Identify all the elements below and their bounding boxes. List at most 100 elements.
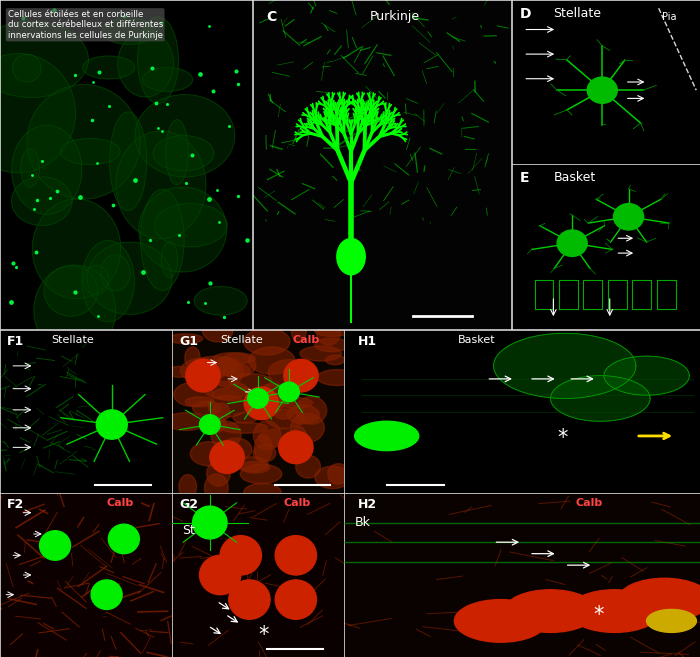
Circle shape (587, 77, 617, 103)
Polygon shape (206, 461, 230, 486)
Polygon shape (194, 286, 247, 315)
Circle shape (613, 204, 643, 230)
Text: St: St (182, 524, 195, 537)
Polygon shape (209, 357, 244, 386)
Polygon shape (60, 139, 120, 165)
Polygon shape (13, 55, 41, 82)
Text: *: * (558, 428, 568, 448)
Polygon shape (300, 346, 342, 361)
Polygon shape (138, 17, 178, 103)
Circle shape (210, 441, 244, 474)
Polygon shape (101, 255, 130, 291)
Circle shape (199, 415, 220, 434)
Text: G1: G1 (179, 335, 198, 348)
Polygon shape (244, 484, 281, 501)
Polygon shape (314, 325, 350, 336)
Circle shape (504, 590, 597, 633)
Polygon shape (315, 466, 351, 489)
Polygon shape (255, 435, 272, 462)
Polygon shape (229, 374, 272, 389)
Polygon shape (328, 464, 349, 484)
Polygon shape (317, 369, 357, 386)
Polygon shape (287, 405, 319, 424)
Text: Stellate: Stellate (52, 335, 94, 345)
Polygon shape (244, 396, 272, 415)
Polygon shape (193, 401, 221, 415)
Polygon shape (202, 318, 233, 342)
Polygon shape (32, 199, 120, 299)
Polygon shape (260, 401, 280, 415)
Polygon shape (233, 413, 257, 423)
Text: Pia: Pia (662, 12, 677, 22)
Text: F2: F2 (7, 498, 24, 511)
Polygon shape (154, 204, 228, 247)
Polygon shape (118, 31, 174, 97)
Circle shape (229, 580, 270, 620)
Polygon shape (88, 242, 172, 315)
Text: H1: H1 (358, 335, 377, 348)
Polygon shape (272, 396, 295, 419)
Polygon shape (153, 135, 214, 171)
Polygon shape (185, 347, 200, 369)
Text: Stellate: Stellate (220, 335, 263, 345)
Circle shape (248, 389, 268, 408)
Circle shape (91, 580, 122, 610)
Circle shape (355, 421, 419, 451)
Text: H2: H2 (358, 498, 377, 511)
Text: *: * (258, 625, 268, 645)
Polygon shape (253, 444, 276, 462)
Polygon shape (248, 347, 295, 374)
Polygon shape (34, 265, 116, 356)
Circle shape (220, 535, 261, 575)
Polygon shape (208, 396, 247, 417)
Text: G2: G2 (179, 498, 198, 511)
Polygon shape (291, 321, 306, 342)
Circle shape (40, 531, 71, 560)
Polygon shape (314, 338, 349, 351)
Circle shape (279, 382, 300, 401)
Text: Basket: Basket (554, 171, 596, 183)
Polygon shape (44, 265, 98, 316)
Circle shape (275, 535, 316, 575)
Polygon shape (295, 397, 327, 424)
Polygon shape (190, 442, 230, 466)
Circle shape (337, 238, 365, 275)
Polygon shape (212, 403, 230, 421)
Polygon shape (0, 21, 88, 97)
Polygon shape (139, 187, 227, 272)
Polygon shape (102, 18, 155, 45)
Circle shape (199, 555, 241, 595)
Polygon shape (83, 265, 109, 295)
Polygon shape (217, 353, 256, 378)
Polygon shape (253, 420, 281, 450)
Polygon shape (211, 421, 241, 448)
Polygon shape (213, 353, 255, 364)
Polygon shape (179, 474, 197, 499)
Polygon shape (604, 356, 690, 396)
Text: Calb: Calb (575, 498, 603, 508)
Polygon shape (165, 413, 207, 430)
Circle shape (568, 590, 661, 633)
Polygon shape (204, 474, 228, 502)
Text: E: E (519, 171, 529, 185)
Circle shape (193, 506, 227, 539)
Text: *: * (593, 605, 603, 625)
Polygon shape (27, 85, 140, 199)
Text: Calb: Calb (284, 498, 311, 508)
Polygon shape (11, 177, 72, 225)
Circle shape (279, 431, 313, 464)
Polygon shape (260, 384, 290, 401)
Text: Basket: Basket (458, 335, 496, 345)
Text: D: D (519, 7, 531, 20)
Text: Calb: Calb (106, 498, 134, 508)
Polygon shape (223, 364, 250, 377)
Polygon shape (258, 428, 304, 447)
Text: Calb: Calb (293, 335, 320, 345)
Circle shape (186, 359, 220, 392)
Polygon shape (244, 328, 290, 355)
Polygon shape (205, 381, 248, 399)
Polygon shape (82, 240, 134, 322)
Polygon shape (266, 409, 305, 428)
Polygon shape (174, 382, 214, 407)
Circle shape (108, 524, 139, 554)
